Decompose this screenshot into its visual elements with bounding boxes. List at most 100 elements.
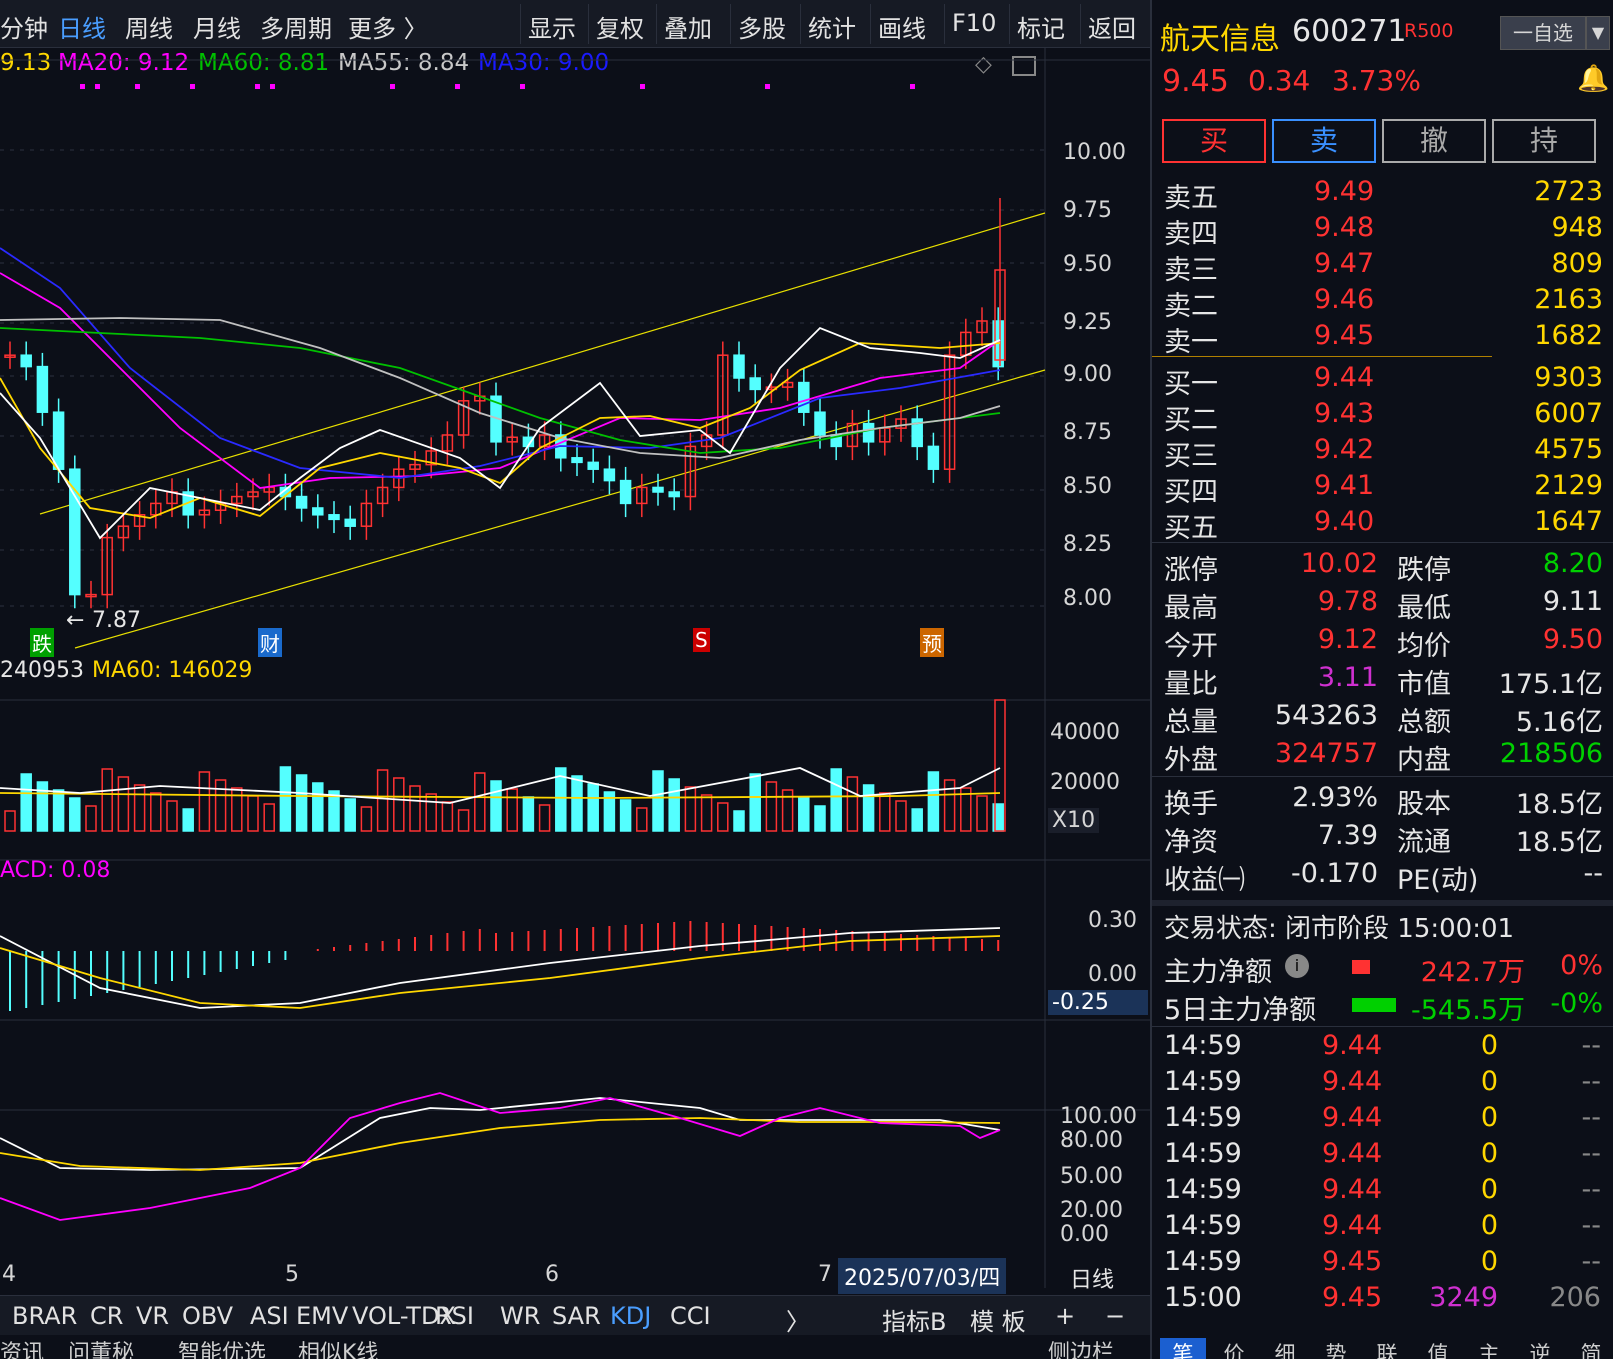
watchlist-button[interactable]: 一自选 <box>1500 16 1586 50</box>
stat-value: 8.20 <box>1542 548 1603 579</box>
event-marker[interactable]: S <box>693 628 710 652</box>
bid-price[interactable]: 9.40 <box>1314 506 1375 537</box>
macd-axis-label: 0.00 <box>1088 962 1137 987</box>
bottom-tab[interactable]: 问董秘 <box>68 1341 135 1359</box>
fund-flow-label: 5日主力净额 <box>1164 995 1317 1026</box>
indicator-tab-brar[interactable]: BRAR <box>12 1302 78 1330</box>
right-tab[interactable]: 值 <box>1427 1342 1449 1359</box>
indicator-tab-cci[interactable]: CCI <box>670 1302 711 1330</box>
stat-label: 最低 <box>1397 593 1451 624</box>
volume-bar <box>166 800 178 832</box>
toolbar-item-9[interactable]: 多股 <box>738 15 786 43</box>
indicator-tool-button[interactable]: 模 板 <box>970 1308 1026 1336</box>
toolbar-item-11[interactable]: 画线 <box>878 15 926 43</box>
trade-button-1[interactable]: 卖 <box>1272 119 1376 163</box>
volume-bar <box>409 785 421 832</box>
toolbar-item-6[interactable]: 显示 <box>528 15 576 43</box>
bell-icon[interactable]: 🔔 <box>1577 64 1610 94</box>
kdj-axis-label: 50.00 <box>1060 1164 1123 1189</box>
ask-price[interactable]: 9.45 <box>1314 320 1375 351</box>
right-tab[interactable]: 势 <box>1325 1342 1347 1359</box>
bottom-tab[interactable]: 智能优选 <box>178 1341 267 1359</box>
divider <box>1152 900 1613 906</box>
indicator-tab-emv[interactable]: EMV <box>296 1302 349 1330</box>
indicator-tab-rsi[interactable]: RSI <box>435 1302 474 1330</box>
indicator-tool-button[interactable]: 指标B <box>882 1308 947 1336</box>
toolbar-item-14[interactable]: 返回 <box>1088 15 1136 43</box>
bid-price[interactable]: 9.43 <box>1314 398 1375 429</box>
right-tab[interactable]: 逆 <box>1529 1342 1551 1359</box>
event-marker[interactable]: 预 <box>920 628 944 657</box>
tick-price: 9.44 <box>1322 1210 1383 1241</box>
info-icon[interactable]: i <box>1285 954 1309 978</box>
indicator-tab-vr[interactable]: VR <box>136 1302 170 1330</box>
indicator-tab-obv[interactable]: OBV <box>182 1302 234 1330</box>
ask-price[interactable]: 9.47 <box>1314 248 1375 279</box>
indicator-tab-cr[interactable]: CR <box>90 1302 124 1330</box>
trade-button-0[interactable]: 买 <box>1162 119 1266 163</box>
indicator-tab-wr[interactable]: WR <box>500 1302 541 1330</box>
chevron-down-icon[interactable]: ▼ <box>1586 16 1610 50</box>
signal-dot <box>390 84 395 89</box>
bid-price[interactable]: 9.41 <box>1314 470 1375 501</box>
event-marker[interactable]: 财 <box>258 628 282 657</box>
fund-flow-pct: 0% <box>1560 950 1603 981</box>
tick-time: 15:00 <box>1164 1282 1242 1313</box>
panel-toggle-icon[interactable] <box>1012 56 1036 76</box>
event-marker[interactable]: 跌 <box>30 628 54 657</box>
volume-bar <box>814 805 826 832</box>
toolbar-item-5[interactable]: 更多 〉 <box>348 15 428 43</box>
toolbar-item-7[interactable]: 复权 <box>596 15 644 43</box>
toolbar-item-4[interactable]: 多周期 <box>260 15 332 43</box>
right-tab[interactable]: 联 <box>1376 1342 1398 1359</box>
ask-price[interactable]: 9.48 <box>1314 212 1375 243</box>
trade-button-3[interactable]: 持 <box>1492 119 1596 163</box>
bid-price[interactable]: 9.42 <box>1314 434 1375 465</box>
right-tab[interactable]: 主 <box>1478 1342 1500 1359</box>
price-axis-label: 9.75 <box>1063 198 1112 223</box>
toolbar-item-1[interactable]: 日线 <box>58 15 106 43</box>
ask-price[interactable]: 9.46 <box>1314 284 1375 315</box>
stat-label: 总额 <box>1397 707 1451 738</box>
toolbar-item-2[interactable]: 周线 <box>125 15 173 43</box>
candle <box>911 405 923 461</box>
volume-bar <box>231 787 243 832</box>
indicator-tab-kdj[interactable]: KDJ <box>610 1302 652 1330</box>
volume-bar <box>36 781 49 832</box>
volume-bar <box>247 795 259 832</box>
chart-area: 分钟 日线 周线 月线 多周期 更多 〉显示 复权 叠加 多股 统计 画线 F10 标记 返回 9.13 … <box>0 0 1150 1359</box>
toolbar-item-12[interactable]: F10 <box>952 9 997 37</box>
right-tab[interactable]: 简 <box>1580 1342 1602 1359</box>
volume-bar <box>490 780 502 832</box>
candle <box>360 489 373 540</box>
ask-price[interactable]: 9.49 <box>1314 176 1375 207</box>
volume-bar <box>376 769 389 832</box>
indicator-tool-button[interactable]: + <box>1055 1302 1076 1330</box>
toolbar-item-0[interactable]: 分钟 <box>0 15 48 43</box>
stat-label: 涨停 <box>1164 555 1218 586</box>
diamond-icon[interactable]: ◇ <box>975 52 992 77</box>
right-tab[interactable]: 价 <box>1223 1342 1245 1359</box>
bottom-tab[interactable]: 侧边栏 <box>1048 1341 1115 1359</box>
kdj-axis-label: 0.00 <box>1060 1222 1109 1247</box>
bottom-tab[interactable]: 资讯 <box>0 1341 45 1359</box>
right-tab[interactable]: 细 <box>1274 1342 1296 1359</box>
candle <box>862 409 875 456</box>
indicator-tool-button[interactable]: − <box>1105 1302 1126 1330</box>
kline-chart[interactable] <box>0 48 1150 1288</box>
tick-time: 14:59 <box>1164 1210 1242 1241</box>
bottom-tab[interactable]: 相似K线 <box>298 1341 379 1359</box>
toolbar-item-3[interactable]: 月线 <box>193 15 241 43</box>
indicator-more-icon[interactable]: 〉 <box>786 1308 810 1336</box>
toolbar-item-13[interactable]: 标记 <box>1017 15 1065 43</box>
bid-price[interactable]: 9.44 <box>1314 362 1375 393</box>
trade-button-2[interactable]: 撤 <box>1382 119 1486 163</box>
toolbar-item-10[interactable]: 统计 <box>808 15 856 43</box>
bid-label: 买二 <box>1164 405 1218 436</box>
volume-axis-label: 20000 <box>1050 770 1120 795</box>
toolbar-item-8[interactable]: 叠加 <box>664 15 712 43</box>
right-tab[interactable]: 笔 <box>1160 1338 1206 1359</box>
indicator-tab-asi[interactable]: ASI <box>250 1302 289 1330</box>
indicator-tab-sar[interactable]: SAR <box>552 1302 601 1330</box>
indicator-tab-vol-tdx[interactable]: VOL-TDX <box>352 1302 456 1330</box>
